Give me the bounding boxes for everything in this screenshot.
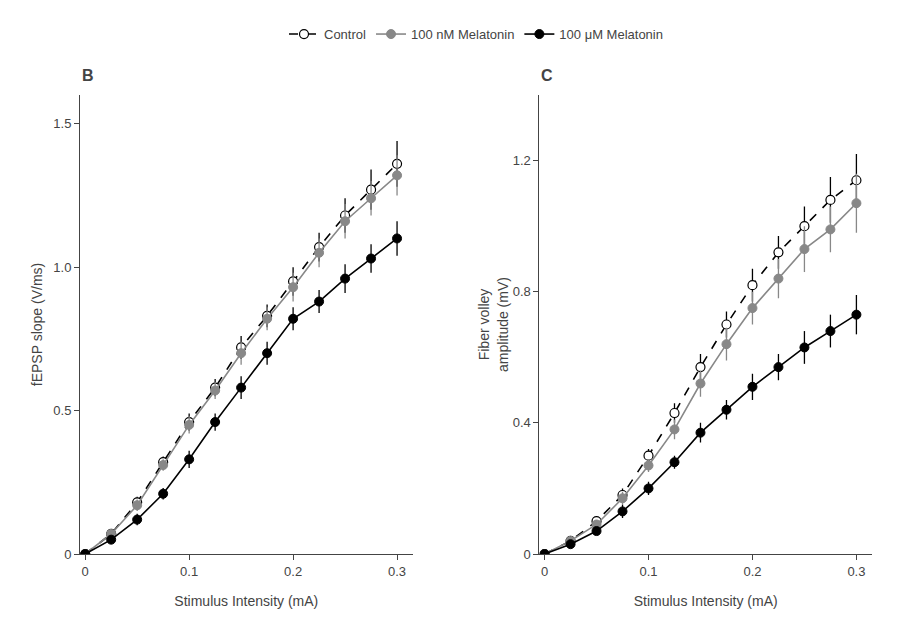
svg-text:fEPSP slope (V/ms): fEPSP slope (V/ms)	[29, 263, 45, 386]
svg-text:100 nM Melatonin: 100 nM Melatonin	[411, 27, 514, 42]
svg-text:Fiber volleyamplitude (mV): Fiber volleyamplitude (mV)	[476, 277, 510, 372]
svg-text:Stimulus Intensity (mA): Stimulus Intensity (mA)	[174, 593, 318, 609]
svg-text:C: C	[541, 67, 553, 84]
svg-text:0: 0	[524, 547, 531, 562]
svg-text:0.4: 0.4	[513, 415, 531, 430]
svg-text:1.5: 1.5	[53, 116, 71, 131]
svg-text:0: 0	[82, 564, 89, 579]
svg-text:0.2: 0.2	[284, 564, 302, 579]
svg-text:Stimulus Intensity (mA): Stimulus Intensity (mA)	[634, 593, 778, 609]
svg-text:0: 0	[541, 564, 548, 579]
svg-text:0: 0	[64, 547, 71, 562]
svg-text:100 μM Melatonin: 100 μM Melatonin	[559, 27, 663, 42]
svg-text:0.2: 0.2	[743, 564, 761, 579]
svg-text:0.3: 0.3	[847, 564, 865, 579]
svg-text:Control: Control	[324, 27, 366, 42]
svg-text:0.1: 0.1	[180, 564, 198, 579]
svg-text:0.8: 0.8	[513, 284, 531, 299]
svg-text:1.2: 1.2	[513, 153, 531, 168]
svg-text:0.3: 0.3	[388, 564, 406, 579]
svg-text:1.0: 1.0	[53, 260, 71, 275]
svg-text:0.1: 0.1	[639, 564, 657, 579]
svg-text:0.5: 0.5	[53, 403, 71, 418]
svg-text:B: B	[82, 67, 94, 84]
